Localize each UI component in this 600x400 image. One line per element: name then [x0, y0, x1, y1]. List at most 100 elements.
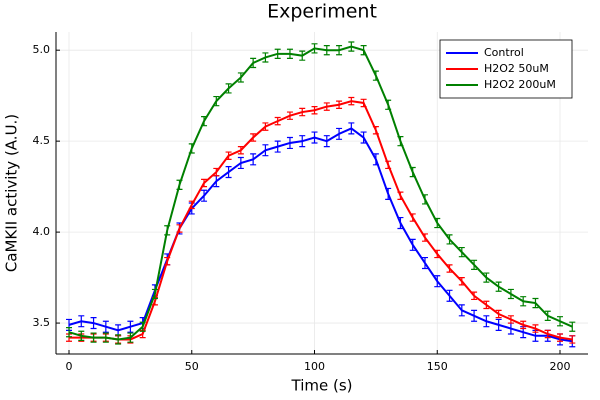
error-bar [237, 72, 244, 83]
error-bar [520, 296, 527, 307]
error-bar [458, 246, 465, 258]
x-tick-label: 200 [550, 360, 571, 373]
error-bar [372, 125, 379, 135]
error-bar [201, 115, 208, 127]
error-bar [274, 116, 281, 126]
error-bar [532, 297, 539, 309]
y-tick-label: 4.0 [33, 225, 51, 238]
error-bar [360, 98, 367, 108]
error-bar [176, 224, 183, 233]
error-bar [127, 332, 134, 343]
error-bar [557, 316, 564, 327]
error-bar [532, 324, 539, 333]
x-tick-label: 0 [66, 360, 73, 373]
series-line [68, 45, 573, 341]
error-bar [471, 309, 478, 322]
x-tick-label: 100 [304, 360, 325, 373]
error-bar [237, 146, 244, 155]
error-bar [569, 335, 576, 344]
error-bar [336, 127, 343, 140]
error-bar [139, 321, 146, 332]
series-line [69, 100, 573, 341]
legend-label: H2O2 50uM [484, 62, 549, 75]
error-bar [372, 153, 379, 166]
error-bar [90, 332, 97, 343]
error-bar [78, 330, 85, 341]
error-bar [66, 327, 73, 338]
error-bar [323, 45, 330, 56]
error-bar [495, 309, 502, 319]
error-bar [495, 318, 502, 331]
error-bar [434, 217, 441, 229]
error-bar [225, 151, 232, 160]
error-bar [458, 276, 465, 286]
error-bar [495, 281, 502, 292]
error-bar [311, 105, 318, 115]
error-bar [336, 45, 343, 56]
error-bar [385, 187, 392, 200]
error-bar [348, 96, 355, 106]
error-bar [483, 315, 490, 328]
error-bar [458, 304, 465, 317]
error-bar [115, 334, 122, 345]
error-bar [348, 122, 355, 135]
error-bar [262, 122, 269, 131]
error-bar [201, 178, 208, 188]
error-bar [274, 140, 281, 153]
error-bar [78, 315, 85, 328]
error-bar [446, 289, 453, 302]
error-bar [225, 166, 232, 179]
error-bar [544, 310, 551, 321]
error-bar [520, 320, 527, 330]
error-bar [299, 135, 306, 148]
y-tick-label: 5.0 [33, 43, 51, 56]
error-bar [323, 102, 330, 111]
error-bar [409, 213, 416, 222]
error-bar [360, 131, 367, 144]
error-bar [397, 136, 404, 147]
error-bar [90, 317, 97, 330]
error-bar [421, 256, 428, 270]
error-bar [471, 259, 478, 271]
error-bar [409, 238, 416, 251]
error-bar [151, 288, 158, 300]
error-bar [102, 332, 109, 343]
error-bar [262, 144, 269, 157]
error-bar [311, 131, 318, 144]
x-axis-label: Time (s) [291, 377, 353, 395]
chart-title: Experiment [267, 1, 377, 23]
error-bar [250, 133, 257, 142]
error-bar [483, 272, 490, 283]
y-axis-label: CaMKII activity (A.U.) [3, 114, 21, 272]
series-line [68, 127, 573, 343]
legend-label: H2O2 200uM [484, 78, 556, 91]
error-bar [446, 234, 453, 245]
error-bar [421, 194, 428, 205]
error-bar [385, 99, 392, 110]
error-bar [102, 320, 109, 333]
error-bar [164, 256, 171, 266]
error-bar [360, 45, 367, 56]
error-bar [557, 333, 564, 342]
error-bar [348, 41, 355, 52]
error-bar [164, 225, 171, 236]
error-bar [446, 264, 453, 273]
error-bar [299, 50, 306, 61]
error-bar [250, 153, 257, 166]
error-bar [188, 143, 195, 154]
error-bar [397, 191, 404, 200]
error-bar [397, 216, 404, 230]
x-tick-label: 150 [427, 360, 448, 373]
legend: Control H2O2 50uM H2O2 200uM [439, 39, 573, 99]
y-tick-label: 3.5 [33, 316, 51, 329]
error-bar [434, 275, 441, 288]
error-bar [434, 249, 441, 259]
error-bar [336, 100, 343, 110]
legend-label: Control [484, 46, 524, 59]
error-bar [483, 300, 490, 310]
error-bar [323, 135, 330, 148]
error-bar [286, 136, 293, 150]
error-bar [421, 233, 428, 242]
x-tick-label: 50 [185, 360, 199, 373]
